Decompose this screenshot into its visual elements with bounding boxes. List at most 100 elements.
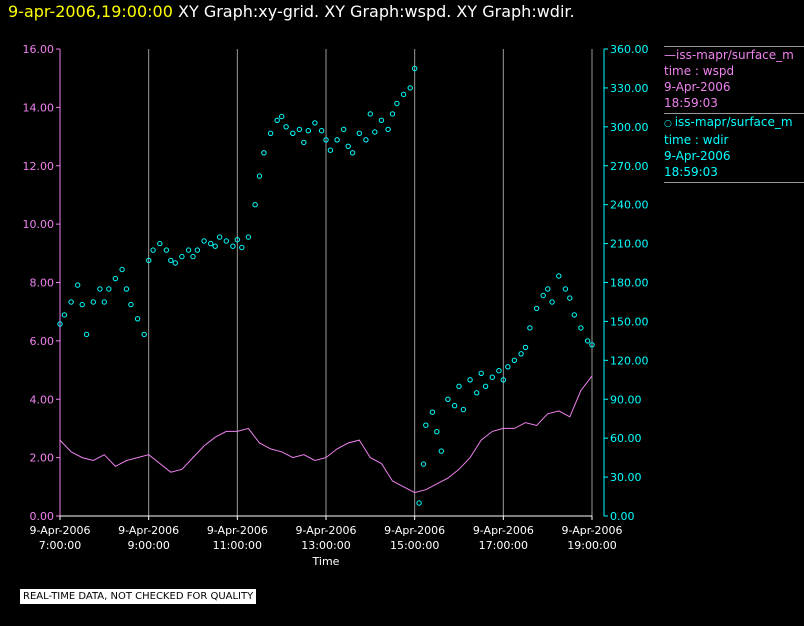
- series-wdir-point: [179, 253, 185, 260]
- y-right-tick-label: 90.00: [610, 393, 642, 406]
- series-wdir-point: [578, 325, 584, 331]
- x-tick-time-label: 13:00:00: [301, 539, 350, 552]
- series-wdir-point: [245, 234, 252, 240]
- series-wdir-point: [429, 409, 436, 415]
- series-wdir-point: [112, 275, 119, 282]
- series-wdir-point: [194, 247, 201, 253]
- series-wdir-point: [128, 301, 134, 308]
- y-left-tick-label: 16.00: [23, 43, 55, 56]
- series-wdir-point: [518, 351, 524, 357]
- y-left-tick-label: 12.00: [23, 160, 55, 173]
- series-wdir-point: [445, 396, 451, 402]
- series-wdir-point: [57, 321, 63, 327]
- y-left-tick-label: 0.00: [30, 510, 55, 523]
- series-wdir-point: [341, 126, 347, 133]
- series-wdir-point: [505, 364, 511, 370]
- legend-entry: —iss-mapr/surface_m time : wspd 9-Apr-2006…: [664, 47, 804, 113]
- legend-circle-marker: ○: [664, 119, 675, 129]
- series-wdir-point: [79, 301, 85, 308]
- y-left-tick-label: 2.00: [30, 452, 55, 465]
- series-wdir-point: [146, 257, 152, 264]
- legend-separator: [664, 113, 804, 114]
- series-wdir-point: [345, 143, 351, 150]
- series-wdir-point: [296, 126, 303, 133]
- series-wdir-point: [279, 113, 285, 120]
- series-wdir-point: [157, 240, 163, 247]
- series-wdir-point: [106, 286, 112, 292]
- series-wdir-point: [150, 247, 156, 253]
- series-wdir-point: [571, 312, 577, 318]
- series-wdir-point: [267, 130, 274, 137]
- series-wdir-point: [500, 377, 506, 383]
- series-wdir-point: [97, 286, 103, 292]
- series-wdir-point: [385, 126, 391, 133]
- legend-detail: 9-Apr-2006: [664, 149, 731, 163]
- series-wdir-point: [540, 292, 546, 299]
- series-wdir-point: [416, 500, 422, 506]
- series-wdir-point: [589, 342, 595, 348]
- x-tick-date-label: 9-Apr-2006: [473, 524, 534, 537]
- legend: —iss-mapr/surface_m time : wspd 9-Apr-2006…: [664, 46, 804, 183]
- series-wdir-point: [168, 257, 174, 264]
- series-wdir-point: [119, 266, 125, 273]
- series-wdir-point: [83, 331, 90, 338]
- series-wdir-point: [208, 240, 214, 247]
- series-wdir-point: [389, 111, 396, 117]
- series-wdir-point: [356, 130, 362, 137]
- legend-detail: 18:59:03: [664, 165, 718, 179]
- series-wdir-point: [545, 286, 551, 292]
- y-right-tick-label: 180.00: [610, 277, 649, 290]
- series-wdir-point: [438, 448, 444, 454]
- series-wdir-point: [334, 137, 340, 143]
- series-wdir-point: [234, 237, 241, 243]
- series-wdir-point: [290, 130, 296, 137]
- legend-detail: 9-Apr-2006: [664, 80, 731, 94]
- series-wdir-point: [412, 65, 418, 72]
- series-wdir-point: [420, 461, 427, 467]
- series-wdir-point: [400, 91, 407, 98]
- series-wdir-point: [367, 111, 373, 117]
- x-tick-date-label: 9-Apr-2006: [118, 524, 179, 537]
- series-wdir-point: [212, 243, 218, 249]
- y-right-tick-label: 30.00: [610, 471, 642, 484]
- timestamp-title: 9-apr-2006,19:00:00: [8, 2, 173, 21]
- series-wdir-point: [511, 357, 518, 363]
- series-wdir-point: [584, 338, 591, 344]
- series-wdir-point: [456, 383, 462, 389]
- y-right-tick-label: 210.00: [610, 238, 649, 251]
- series-wdir-point: [323, 137, 329, 143]
- series-wdir-point: [460, 406, 467, 413]
- chart-title: 9-apr-2006,19:00:00 XY Graph:xy-grid. XY…: [8, 2, 575, 21]
- series-wdir-point: [474, 390, 480, 396]
- graph-names-title: XY Graph:xy-grid. XY Graph:wspd. XY Grap…: [178, 2, 575, 21]
- y-right-tick-label: 300.00: [610, 121, 649, 134]
- series-wdir-point: [562, 286, 569, 292]
- series-wdir-point: [141, 331, 147, 338]
- series-wdir-point: [363, 137, 369, 143]
- x-tick-date-label: 9-Apr-2006: [295, 524, 356, 537]
- series-wspd-line: [59, 375, 593, 494]
- legend-series-name: ○ iss-mapr/surface_m: [664, 114, 804, 132]
- x-tick-time-label: 11:00:00: [213, 539, 262, 552]
- legend-entry: ○ iss-mapr/surface_m time : wdir 9-Apr-200…: [664, 114, 804, 182]
- x-tick-time-label: 7:00:00: [39, 539, 81, 552]
- y-left-tick-label: 8.00: [30, 277, 55, 290]
- quality-note: REAL-TIME DATA, NOT CHECKED FOR QUALITY: [20, 589, 257, 604]
- series-wdir-point: [283, 124, 289, 130]
- series-wdir-point: [256, 173, 263, 179]
- legend-series-name: —iss-mapr/surface_m: [664, 47, 804, 63]
- y-right-tick-label: 150.00: [610, 315, 649, 328]
- legend-separator: [664, 46, 804, 47]
- series-wdir-point: [318, 128, 325, 134]
- series-wdir-point: [423, 422, 429, 428]
- legend-series-label: iss-mapr/surface_m: [676, 48, 794, 62]
- series-wdir-point: [301, 139, 307, 146]
- series-wdir-point: [372, 129, 378, 135]
- x-tick-time-label: 9:00:00: [127, 539, 169, 552]
- series-wdir-point: [478, 370, 484, 376]
- x-axis-title: Time: [312, 555, 340, 568]
- series-wdir-point: [123, 286, 130, 292]
- series-wdir-point: [90, 299, 97, 305]
- series-wdir-point: [252, 202, 258, 208]
- series-wdir-point: [274, 117, 280, 124]
